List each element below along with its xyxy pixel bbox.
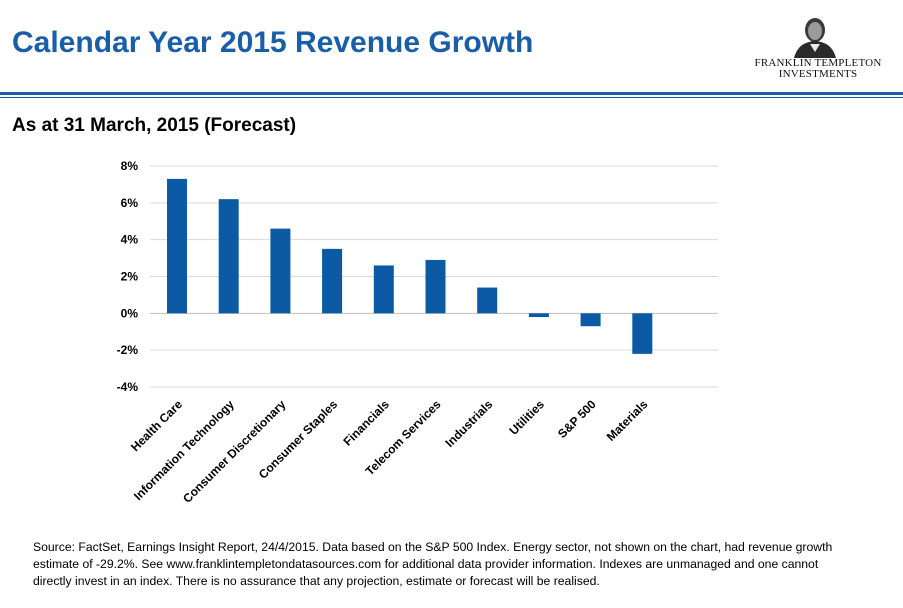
bar [322, 248, 343, 314]
y-tick-label: -4% [117, 380, 139, 394]
bar [270, 228, 291, 314]
y-tick-label: 4% [121, 233, 139, 247]
x-category-label: Industrials [443, 397, 496, 450]
y-tick-label: -2% [117, 343, 139, 357]
bar [477, 287, 498, 314]
chart-subtitle: As at 31 March, 2015 (Forecast) [12, 115, 297, 136]
bar [373, 265, 394, 314]
y-tick-label: 2% [121, 270, 139, 284]
franklin-portrait-icon [794, 18, 836, 58]
source-footnote: Source: FactSet, Earnings Insight Report… [33, 540, 833, 588]
bar [528, 313, 549, 318]
x-category-label: Financials [341, 397, 393, 449]
x-category-label: Information Technology [131, 397, 237, 503]
x-category-label: Health Care [128, 397, 185, 454]
page-title: Calendar Year 2015 Revenue Growth [12, 26, 534, 59]
x-category-label: S&P 500 [555, 397, 599, 441]
y-tick-label: 8% [121, 159, 139, 173]
x-category-label: Utilities [506, 397, 547, 438]
bar [632, 313, 653, 354]
y-tick-label: 0% [121, 306, 139, 320]
y-tick-label: 6% [121, 196, 139, 210]
logo-text-line1: FRANKLIN TEMPLETON [754, 57, 882, 69]
bar [425, 259, 446, 314]
x-category-label: Materials [604, 397, 651, 444]
bar [218, 199, 239, 314]
header-divider-thin [0, 97, 903, 98]
franklin-templeton-logo: FRANKLIN TEMPLETON INVESTMENTS [748, 14, 888, 84]
header-divider-thick [0, 92, 903, 95]
logo-text-line2: INVESTMENTS [778, 68, 858, 80]
x-category-label: Consumer Discretionary [180, 397, 289, 506]
bar [167, 178, 187, 314]
bar [580, 313, 601, 327]
